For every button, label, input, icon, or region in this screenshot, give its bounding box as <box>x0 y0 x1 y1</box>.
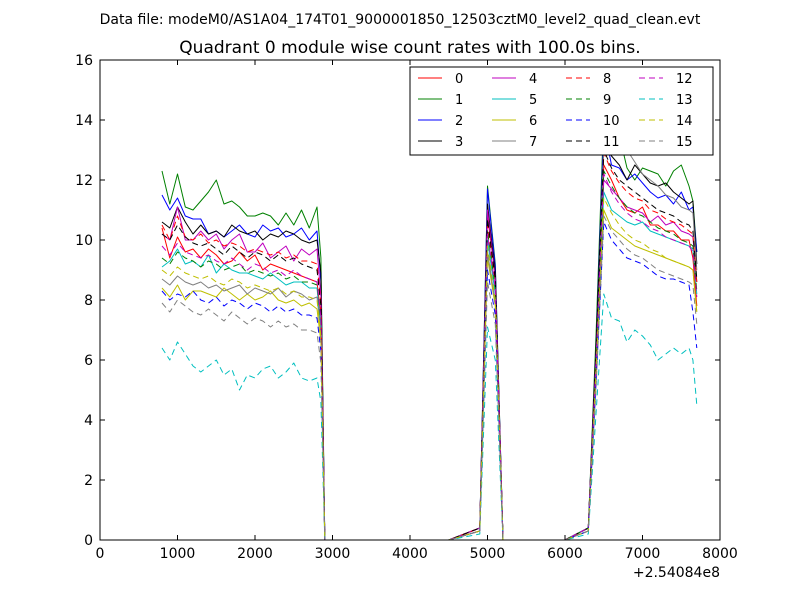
legend-label-4: 4 <box>529 72 537 87</box>
x-tick-label: 3000 <box>315 546 351 562</box>
legend-label-0: 0 <box>455 72 463 87</box>
x-tick-label: 7000 <box>625 546 661 562</box>
y-tick-label: 14 <box>75 113 93 129</box>
x-tick-label: 1000 <box>160 546 196 562</box>
legend-label-14: 14 <box>676 114 693 129</box>
series-line-5 <box>161 191 698 540</box>
legend-frame <box>409 66 714 156</box>
y-tick-label: 2 <box>84 473 93 489</box>
legend-label-2: 2 <box>455 114 463 129</box>
legend-label-10: 10 <box>603 114 620 129</box>
y-tick-label: 12 <box>75 173 93 189</box>
series-layer <box>161 113 698 540</box>
x-offset-label: +2.54084e8 <box>633 565 720 581</box>
legend-label-15: 15 <box>676 135 693 150</box>
series-line-12 <box>161 173 698 540</box>
series-line-15 <box>161 215 698 540</box>
series-line-13 <box>161 293 698 540</box>
y-tick-label: 4 <box>84 413 93 429</box>
series-line-4 <box>161 179 698 540</box>
legend-label-6: 6 <box>529 114 537 129</box>
series-line-6 <box>161 209 698 540</box>
y-tick-label: 0 <box>84 533 93 549</box>
legend-label-12: 12 <box>676 72 693 87</box>
x-axis: 0 1000 2000 3000 4000 5000 6000 7000 8000 <box>96 60 738 562</box>
legend-label-11: 11 <box>603 135 620 150</box>
series-line-9 <box>161 170 698 540</box>
legend-label-7: 7 <box>529 135 537 150</box>
series-line-8 <box>161 152 698 540</box>
chart-title: Quadrant 0 module wise count rates with … <box>179 38 640 58</box>
series-line-10 <box>161 221 698 540</box>
x-tick-label: 5000 <box>470 546 506 562</box>
x-tick-label: 0 <box>96 546 105 562</box>
legend-label-3: 3 <box>455 135 463 150</box>
x-tick-label: 4000 <box>392 546 428 562</box>
series-line-2 <box>161 125 698 540</box>
y-tick-label: 16 <box>75 53 93 69</box>
legend-label-1: 1 <box>455 93 463 108</box>
legend-label-5: 5 <box>529 93 537 108</box>
legend-label-13: 13 <box>676 93 693 108</box>
legend-label-8: 8 <box>603 72 611 87</box>
x-tick-label: 6000 <box>547 546 583 562</box>
x-tick-label: 2000 <box>237 546 273 562</box>
legend-label-9: 9 <box>603 93 611 108</box>
y-tick-label: 10 <box>75 233 93 249</box>
chart-suptitle: Data file: modeM0/AS1A04_174T01_90000018… <box>100 12 701 28</box>
y-tick-label: 6 <box>84 353 93 369</box>
y-tick-label: 8 <box>84 293 93 309</box>
x-tick-label: 8000 <box>702 546 738 562</box>
series-line-7 <box>161 125 698 540</box>
series-line-1 <box>161 113 698 540</box>
